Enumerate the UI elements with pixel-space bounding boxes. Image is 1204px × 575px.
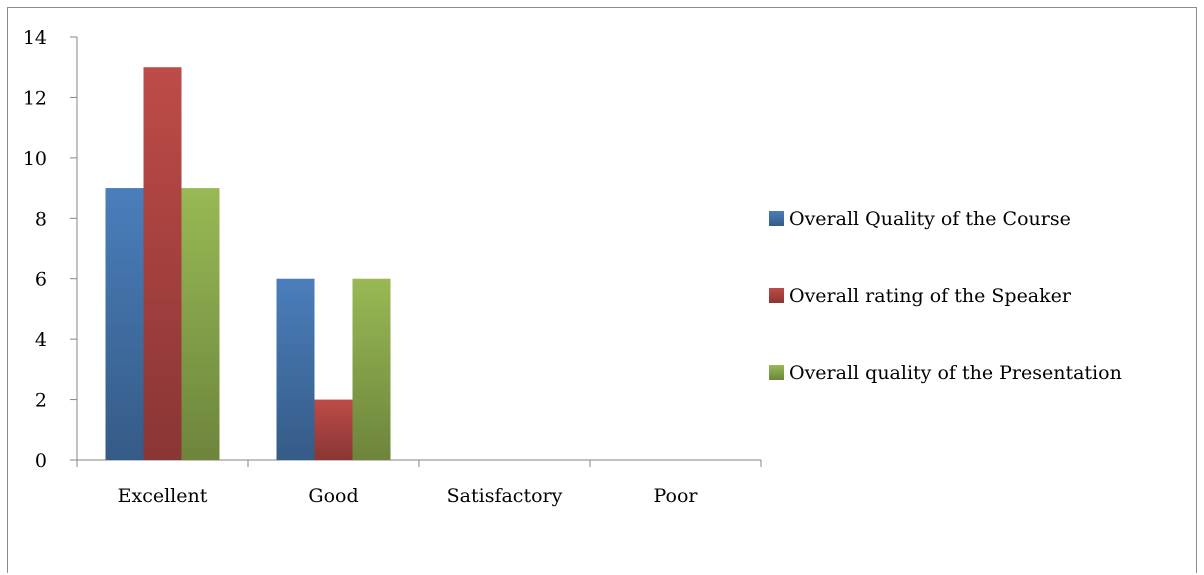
legend-swatch <box>769 365 784 380</box>
bar-2-good <box>314 399 353 460</box>
bar-3-excellent <box>181 188 220 461</box>
legend-label: Overall rating of the Speaker <box>789 285 1072 307</box>
x-tick-label: Good <box>308 485 358 507</box>
y-tick-label: 0 <box>35 450 47 472</box>
x-tick-label: Poor <box>654 485 699 507</box>
y-tick-label: 8 <box>35 208 47 230</box>
legend-label: Overall Quality of the Course <box>789 208 1071 230</box>
bar-1-good <box>276 278 315 460</box>
x-tick-label: Excellent <box>118 485 208 507</box>
bars <box>105 67 391 461</box>
bar-2-excellent <box>143 67 182 460</box>
x-tick-label: Satisfactory <box>447 485 563 507</box>
y-axis: 0 2 4 6 8 10 12 14 <box>23 27 78 472</box>
legend-swatch <box>769 288 784 303</box>
y-tick-label: 4 <box>35 329 47 351</box>
legend-swatch <box>769 211 784 226</box>
y-tick-label: 12 <box>23 87 47 109</box>
legend-label: Overall quality of the Presentation <box>789 362 1122 384</box>
y-tick-label: 6 <box>35 269 47 291</box>
x-axis: Excellent Good Satisfactory Poor <box>76 459 762 507</box>
y-tick-label: 10 <box>23 148 47 170</box>
y-tick-label: 2 <box>35 390 47 412</box>
bar-3-good <box>352 278 391 460</box>
bar-1-excellent <box>105 188 144 461</box>
legend: Overall Quality of the Course Overall rat… <box>769 208 1122 384</box>
y-tick-label: 14 <box>23 27 47 49</box>
